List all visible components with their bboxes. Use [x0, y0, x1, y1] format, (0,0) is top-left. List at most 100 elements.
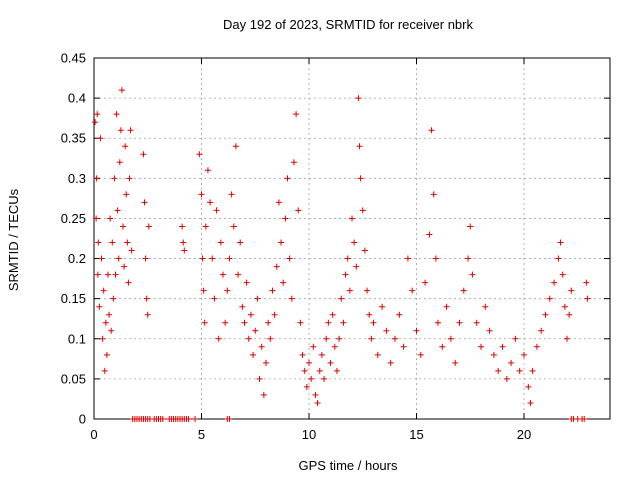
data-point: [356, 143, 363, 150]
data-point: [185, 416, 192, 422]
data-point: [430, 191, 437, 198]
data-point: [121, 263, 128, 270]
x-tick-label: 10: [302, 427, 316, 442]
data-point: [566, 311, 573, 318]
data-point: [327, 359, 334, 366]
chart-title: Day 192 of 2023, SRMTID for receiver nbr…: [223, 17, 473, 32]
data-point: [323, 335, 330, 342]
data-point: [542, 311, 549, 318]
data-point: [306, 359, 312, 366]
data-point: [142, 255, 149, 262]
data-point: [456, 319, 463, 326]
data-point: [111, 175, 118, 182]
data-point: [202, 223, 209, 230]
data-point: [224, 287, 231, 294]
data-point: [179, 223, 186, 230]
data-point: [426, 231, 433, 238]
data-point: [432, 255, 439, 262]
x-tick-label: 0: [90, 427, 97, 442]
x-tick-label: 5: [198, 427, 205, 442]
data-point: [100, 287, 107, 294]
x-tick-label: 20: [517, 427, 531, 442]
data-point: [559, 271, 566, 278]
data-point: [396, 311, 403, 318]
data-point: [490, 351, 497, 358]
data-point: [299, 351, 306, 358]
y-tick-label: 0: [79, 412, 86, 427]
data-point: [213, 207, 220, 214]
y-tick-label: 0.25: [61, 211, 86, 226]
data-point: [551, 279, 558, 286]
data-point: [108, 327, 115, 334]
data-point: [355, 95, 362, 102]
y-axis-ticks: 0 0.05 0.1 0.15 0.2 0.25 0.3 0.35 0.4 0.45: [61, 51, 610, 427]
data-point: [533, 343, 540, 350]
x-axis-label: GPS time / hours: [299, 458, 398, 473]
data-point: [101, 367, 108, 374]
data-point: [383, 327, 390, 334]
data-point: [237, 239, 244, 246]
data-point: [318, 351, 325, 358]
data-point: [344, 255, 351, 262]
data-point: [546, 295, 553, 302]
data-point: [529, 367, 536, 374]
data-point: [482, 303, 489, 310]
data-point: [409, 287, 416, 294]
y-tick-label: 0.05: [61, 371, 86, 386]
y-tick-label: 0.15: [61, 291, 86, 306]
data-point: [364, 287, 371, 294]
data-point: [417, 351, 424, 358]
data-point: [280, 279, 287, 286]
data-point: [331, 343, 338, 350]
data-point: [527, 399, 534, 406]
data-point: [321, 375, 328, 382]
data-point: [215, 335, 222, 342]
data-point: [260, 391, 267, 398]
data-point: [435, 319, 441, 326]
y-tick-label: 0.1: [68, 331, 86, 346]
data-point: [465, 255, 472, 262]
data-point: [286, 255, 293, 262]
data-point: [269, 287, 276, 294]
data-point: [404, 255, 411, 262]
x-axis-ticks: 0 5 10 15 20: [90, 58, 531, 442]
data-point: [226, 255, 233, 262]
data-point: [333, 367, 340, 374]
data-point: [245, 335, 252, 342]
data-point: [127, 127, 134, 134]
data-point: [232, 143, 239, 150]
data-point: [95, 239, 102, 246]
data-point: [140, 151, 147, 158]
data-point: [508, 359, 515, 366]
data-point: [568, 287, 575, 294]
data-point: [525, 383, 532, 390]
data-point: [201, 319, 208, 326]
data-point: [329, 311, 336, 318]
data-point: [217, 239, 224, 246]
data-point: [303, 383, 310, 390]
data-point: [123, 191, 130, 198]
data-point: [243, 279, 250, 286]
data-point: [336, 335, 343, 342]
data-point: [118, 87, 125, 94]
data-point: [228, 191, 235, 198]
data-point: [338, 295, 345, 302]
data-point: [379, 303, 386, 310]
data-point: [126, 175, 133, 182]
data-point: [209, 255, 216, 262]
data-point: [267, 335, 274, 342]
y-tick-label: 0.2: [68, 251, 86, 266]
data-point: [198, 191, 205, 198]
y-tick-label: 0.3: [68, 171, 86, 186]
data-point: [128, 247, 135, 254]
data-point: [340, 319, 347, 326]
data-point: [199, 255, 206, 262]
data-point: [256, 375, 263, 382]
gridlines: [94, 58, 610, 419]
data-point: [211, 295, 218, 302]
data-point: [124, 239, 131, 246]
data-point: [103, 351, 110, 358]
data-point: [312, 391, 319, 398]
data-point: [94, 111, 101, 118]
